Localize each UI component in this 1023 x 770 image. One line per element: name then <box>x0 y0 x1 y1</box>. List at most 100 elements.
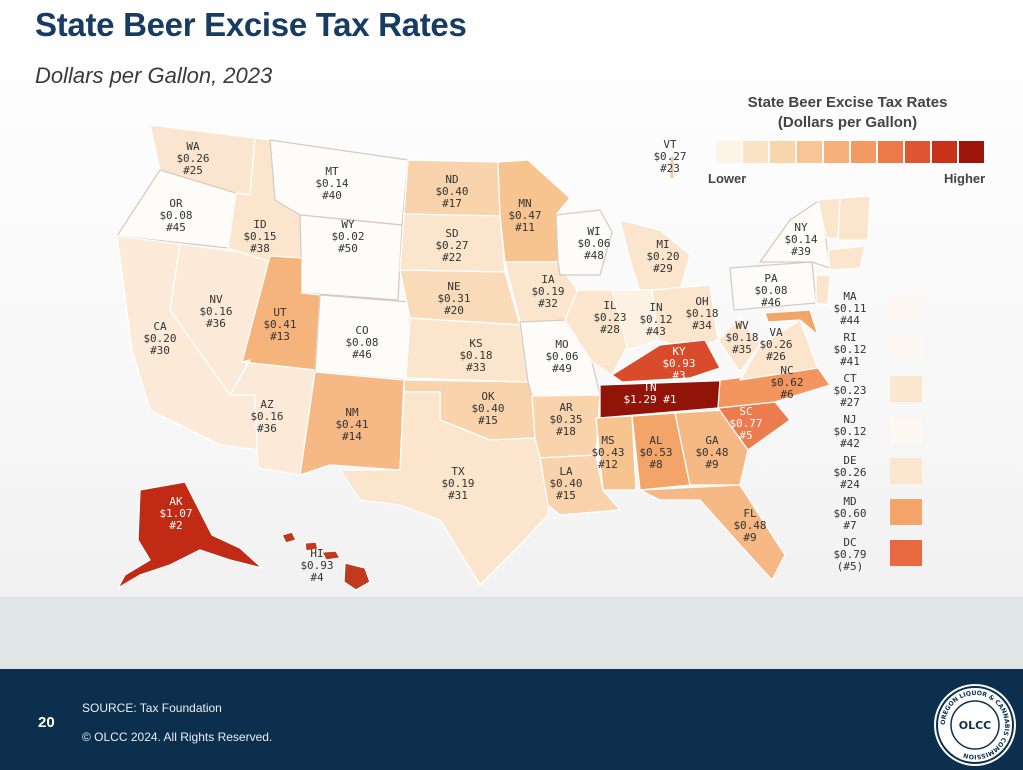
state-label-nd-rank: #17 <box>442 197 462 210</box>
state-label-va-rate: $0.26 <box>759 338 792 351</box>
state-label-va-abbr: VA <box>769 326 783 339</box>
state-label-az-abbr: AZ <box>260 398 274 411</box>
state-label-hi-abbr: HI <box>310 547 323 560</box>
state-label-wy-rank: #50 <box>338 242 358 255</box>
legend-low-label: Lower <box>708 171 747 186</box>
state-label-il-rate: $0.23 <box>593 311 626 324</box>
state-label-wv-abbr: WV <box>735 319 749 332</box>
state-label-al-rank: #8 <box>649 458 662 471</box>
state-label-nm-rank: #14 <box>342 430 362 443</box>
state-label-il-rank: #28 <box>600 323 620 336</box>
small-state-label-nj: NJ $0.12 #42 <box>833 413 867 450</box>
state-label-ar-rate: $0.35 <box>549 413 582 426</box>
small-state-swatch-de <box>890 458 922 484</box>
state-label-oh-rank: #34 <box>692 319 712 332</box>
state-label-mi-abbr: MI <box>656 238 669 251</box>
state-label-ga-rank: #9 <box>705 458 718 471</box>
legend-swatch <box>743 141 768 163</box>
small-state-label-ct: CT $0.23 #27 <box>833 372 867 409</box>
copyright-text: © OLCC 2024. All Rights Reserved. <box>82 730 273 744</box>
state-label-mn-abbr: MN <box>518 197 531 210</box>
state-label-id-abbr: ID <box>253 218 266 231</box>
state-label-nc-rate: $0.62 <box>770 376 803 389</box>
legend-swatch <box>851 141 876 163</box>
state-label-wi-abbr: WI <box>587 225 600 238</box>
state-label-az-rank: #36 <box>257 422 277 435</box>
state-label-sc-rank: #5 <box>739 429 752 442</box>
state-label-ar-abbr: AR <box>559 401 573 414</box>
small-state-label-ri: RI $0.12 #41 <box>833 331 867 368</box>
state-label-in-abbr: IN <box>649 301 662 314</box>
state-MD <box>764 309 819 336</box>
state-label-ms-rank: #12 <box>598 458 618 471</box>
state-label-ne-rank: #20 <box>444 304 464 317</box>
legend-swatch <box>878 141 903 163</box>
legend-high-label: Higher <box>944 171 986 186</box>
state-label-co-rate: $0.08 <box>345 336 378 349</box>
small-state-swatch-nj <box>890 417 922 443</box>
state-GA <box>674 409 749 486</box>
legend-title: State Beer Excise Tax Rates (Dollars per… <box>700 93 995 133</box>
state-label-nm-abbr: NM <box>345 406 359 419</box>
state-label-mi-rank: #29 <box>653 262 673 275</box>
state-label-or-abbr: OR <box>169 197 183 210</box>
small-state-label-md: MD $0.60 #7 <box>833 495 867 532</box>
state-label-nc-abbr: NC <box>780 364 793 377</box>
state-label-ca-rate: $0.20 <box>143 332 176 345</box>
page-number: 20 <box>38 714 55 731</box>
state-label-mn-rate: $0.47 <box>508 209 541 222</box>
state-label-ny-rank: #39 <box>791 245 811 258</box>
state-label-al-abbr: AL <box>649 434 663 447</box>
state-label-ms-rate: $0.43 <box>591 446 624 459</box>
state-label-sd-rate: $0.27 <box>435 239 468 252</box>
slide-band <box>0 597 1023 669</box>
state-label-nv-abbr: NV <box>209 293 223 306</box>
state-NE-region <box>837 195 871 241</box>
state-label-ny-abbr: NY <box>794 221 808 234</box>
state-label-wi-rate: $0.06 <box>577 237 610 250</box>
small-state-swatch-md <box>890 499 922 525</box>
state-label-tx-rank: #31 <box>448 489 468 502</box>
state-label-la-abbr: LA <box>559 465 573 478</box>
state-label-wi-rank: #48 <box>584 249 604 262</box>
state-MS <box>595 415 637 491</box>
state-label-wv-rate: $0.18 <box>725 331 758 344</box>
state-label-mn-rank: #11 <box>515 221 535 234</box>
state-HI-islands <box>281 531 341 561</box>
state-label-tx-rate: $0.19 <box>441 477 474 490</box>
state-label-ar-rank: #18 <box>556 425 576 438</box>
state-label-nm-rate: $0.41 <box>335 418 368 431</box>
state-label-ny-rate: $0.14 <box>784 233 817 246</box>
state-label-sd-abbr: SD <box>445 227 458 240</box>
state-label-ks-rank: #33 <box>466 361 486 374</box>
state-label-sc-abbr: SC <box>739 405 752 418</box>
slide-subtitle: Dollars per Gallon, 2023 <box>35 63 273 88</box>
state-label-hi-rank: #4 <box>310 571 324 584</box>
state-label-wy-rate: $0.02 <box>331 230 364 243</box>
state-label-ks-rate: $0.18 <box>459 349 492 362</box>
state-label-ok-abbr: OK <box>481 390 495 403</box>
state-label-vt-rate: $0.27 <box>653 150 686 163</box>
small-state-swatch-ma <box>890 294 922 320</box>
legend-swatch <box>824 141 849 163</box>
state-HI-big <box>343 562 371 591</box>
state-AK <box>117 481 263 589</box>
state-label-vt-abbr: VT <box>663 138 677 151</box>
state-label-ia-abbr: IA <box>541 273 555 286</box>
state-label-ga-rate: $0.48 <box>695 446 728 459</box>
state-CT-region <box>827 245 866 271</box>
state-label-co-rank: #46 <box>352 348 372 361</box>
state-label-wa-rate: $0.26 <box>176 152 209 165</box>
state-label-tn-abbr: TN <box>643 381 656 394</box>
state-label-mi-rate: $0.20 <box>646 250 679 263</box>
state-label-wy-abbr: WY <box>341 218 355 231</box>
state-FL <box>639 484 786 581</box>
legend-title-line2: (Dollars per Gallon) <box>777 114 918 131</box>
state-label-ca-rank: #30 <box>150 344 170 357</box>
state-label-ky-abbr: KY <box>672 345 686 358</box>
state-NM <box>299 371 405 476</box>
small-state-swatch-ri <box>890 335 922 361</box>
state-label-nd-abbr: ND <box>445 173 458 186</box>
state-TX <box>339 391 553 586</box>
state-LA <box>539 454 621 516</box>
